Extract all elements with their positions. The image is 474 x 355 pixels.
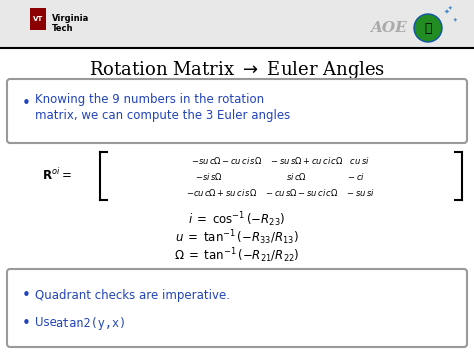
Text: 🌍: 🌍 <box>424 22 432 34</box>
Text: atan2(y,x): atan2(y,x) <box>55 317 126 329</box>
Text: ✦: ✦ <box>447 5 452 11</box>
Text: Rotation Matrix $\rightarrow$ Euler Angles: Rotation Matrix $\rightarrow$ Euler Angl… <box>89 59 385 81</box>
FancyBboxPatch shape <box>7 269 467 347</box>
Text: •: • <box>22 95 31 110</box>
Text: Knowing the 9 numbers in the rotation: Knowing the 9 numbers in the rotation <box>35 93 264 106</box>
Text: Tech: Tech <box>52 24 73 33</box>
Text: ✦: ✦ <box>453 17 457 22</box>
Text: $-cu\,c\Omega + su\,ci\,s\Omega \quad -cu\,s\Omega - su\,ci\,c\Omega \quad -su\,: $-cu\,c\Omega + su\,ci\,s\Omega \quad -c… <box>186 186 374 197</box>
FancyBboxPatch shape <box>7 79 467 143</box>
Text: VT: VT <box>33 16 43 22</box>
Text: Use: Use <box>35 317 61 329</box>
Text: $u \;=\; \tan^{-1}(-R_{33}/R_{13})$: $u \;=\; \tan^{-1}(-R_{33}/R_{13})$ <box>175 229 299 247</box>
Text: AOE: AOE <box>370 21 407 35</box>
Text: •: • <box>22 316 31 331</box>
Bar <box>30 8 46 30</box>
Text: $i \;=\; \cos^{-1}(-R_{23})$: $i \;=\; \cos^{-1}(-R_{23})$ <box>188 211 286 229</box>
Text: ✦: ✦ <box>444 9 450 15</box>
Text: $-si\,s\Omega \qquad\qquad\qquad\qquad si\,c\Omega \qquad\qquad\quad -ci$: $-si\,s\Omega \qquad\qquad\qquad\qquad s… <box>195 170 365 181</box>
Text: Virginia: Virginia <box>52 14 89 23</box>
Bar <box>0 0 474 48</box>
Circle shape <box>414 14 442 42</box>
Text: $-su\,c\Omega - cu\,ci\,s\Omega \quad -su\,s\Omega + cu\,ci\,c\Omega \quad cu\,s: $-su\,c\Omega - cu\,ci\,s\Omega \quad -s… <box>191 154 369 165</box>
Text: •: • <box>22 288 31 302</box>
Text: $\Omega \;=\; \tan^{-1}(-R_{21}/R_{22})$: $\Omega \;=\; \tan^{-1}(-R_{21}/R_{22})$ <box>174 247 300 265</box>
Text: matrix, we can compute the 3 Euler angles: matrix, we can compute the 3 Euler angle… <box>35 109 290 121</box>
Text: $\mathbf{R}^{oi} =$: $\mathbf{R}^{oi} =$ <box>42 167 72 183</box>
Text: Quadrant checks are imperative.: Quadrant checks are imperative. <box>35 289 230 301</box>
